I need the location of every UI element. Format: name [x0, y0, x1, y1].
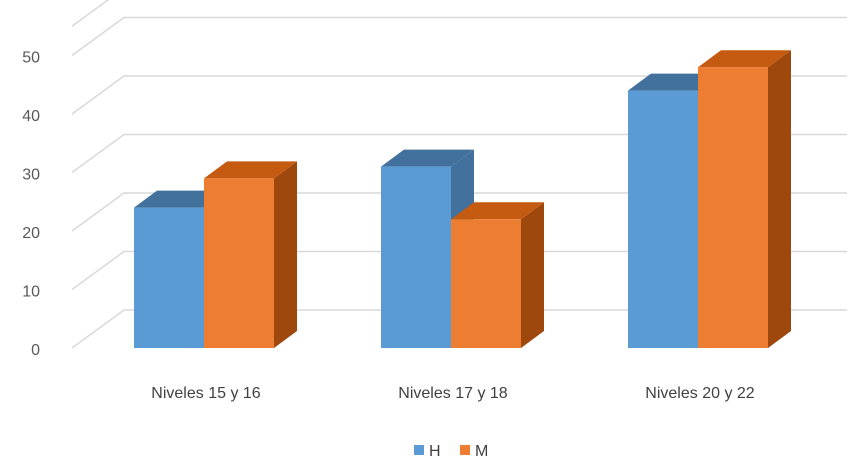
bar-front [381, 166, 451, 348]
bar-top [451, 202, 544, 220]
x-category-label: Niveles 20 y 22 [645, 385, 754, 402]
legend-label: H [429, 443, 441, 460]
x-category-label: Niveles 17 y 18 [398, 385, 507, 402]
bar-front [134, 207, 204, 348]
bar [204, 161, 297, 348]
gridlines [71, 0, 847, 349]
gridline [71, 16, 847, 57]
bar-top [204, 161, 297, 179]
bar-side [521, 202, 544, 348]
gridline [71, 192, 847, 232]
y-tick-label: 10 [22, 284, 40, 301]
bar-side [274, 161, 297, 348]
gridline [71, 75, 847, 115]
bar [451, 202, 544, 348]
bar-top [698, 50, 791, 68]
bar [698, 50, 791, 348]
legend-swatch [460, 445, 470, 455]
bar-side [768, 50, 791, 348]
bar-front [204, 178, 274, 348]
y-tick-label: 30 [22, 167, 40, 184]
x-category-label: Niveles 15 y 16 [151, 385, 260, 402]
y-tick-label: 40 [22, 108, 40, 125]
bar-front [451, 219, 521, 348]
legend-item: M [460, 443, 488, 460]
bar-front [628, 90, 698, 348]
y-tick-label: 50 [22, 50, 40, 67]
x-axis-categories: Niveles 15 y 16 Niveles 17 y 18 Niveles 20… [151, 385, 754, 402]
bar-top [628, 73, 721, 91]
gridline [71, 250, 847, 291]
bar-front [698, 67, 768, 348]
bars [134, 50, 791, 348]
bar-top [381, 149, 474, 167]
legend-item: H [414, 443, 441, 460]
gridline [71, 309, 847, 349]
bar-top [134, 190, 227, 208]
legend-swatch [414, 445, 424, 455]
gridline [71, 0, 110, 27]
legend-label: M [475, 443, 488, 460]
y-tick-label: 0 [31, 342, 40, 359]
y-tick-label: 20 [22, 225, 40, 242]
y-axis-ticks: 0 10 20 30 40 50 [22, 50, 40, 360]
gridline [71, 133, 847, 174]
